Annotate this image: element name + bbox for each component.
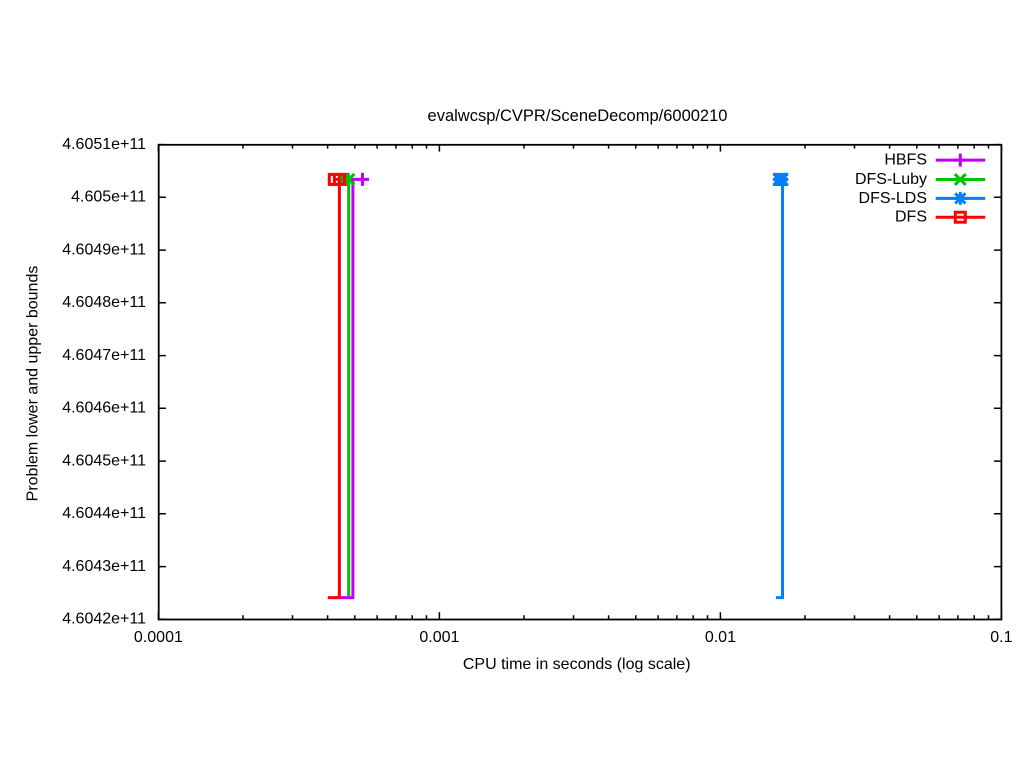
svg-text:4.6047e+11: 4.6047e+11: [62, 347, 146, 364]
svg-text:4.6042e+11: 4.6042e+11: [62, 611, 146, 628]
svg-text:0.001: 0.001: [419, 629, 459, 646]
svg-text:0.0001: 0.0001: [134, 629, 183, 646]
svg-text:Problem lower and upper bounds: Problem lower and upper bounds: [25, 266, 42, 502]
svg-text:DFS-Luby: DFS-Luby: [855, 171, 927, 188]
svg-text:4.6049e+11: 4.6049e+11: [62, 241, 146, 258]
svg-text:HBFS: HBFS: [884, 152, 927, 169]
svg-text:4.6051e+11: 4.6051e+11: [62, 136, 146, 153]
svg-text:DFS: DFS: [895, 209, 927, 226]
svg-text:0.01: 0.01: [705, 629, 736, 646]
svg-text:4.6043e+11: 4.6043e+11: [62, 558, 146, 575]
svg-text:CPU time in seconds (log scale: CPU time in seconds (log scale): [463, 656, 691, 673]
svg-text:evalwcsp/CVPR/SceneDecomp/6000: evalwcsp/CVPR/SceneDecomp/6000210: [428, 107, 728, 125]
svg-text:4.6045e+11: 4.6045e+11: [62, 452, 146, 469]
svg-text:4.6046e+11: 4.6046e+11: [62, 400, 146, 417]
svg-text:4.6048e+11: 4.6048e+11: [62, 294, 146, 311]
svg-text:4.605e+11: 4.605e+11: [71, 189, 146, 206]
svg-text:0.1: 0.1: [990, 629, 1012, 646]
svg-text:DFS-LDS: DFS-LDS: [859, 190, 927, 207]
svg-text:4.6044e+11: 4.6044e+11: [62, 505, 146, 522]
